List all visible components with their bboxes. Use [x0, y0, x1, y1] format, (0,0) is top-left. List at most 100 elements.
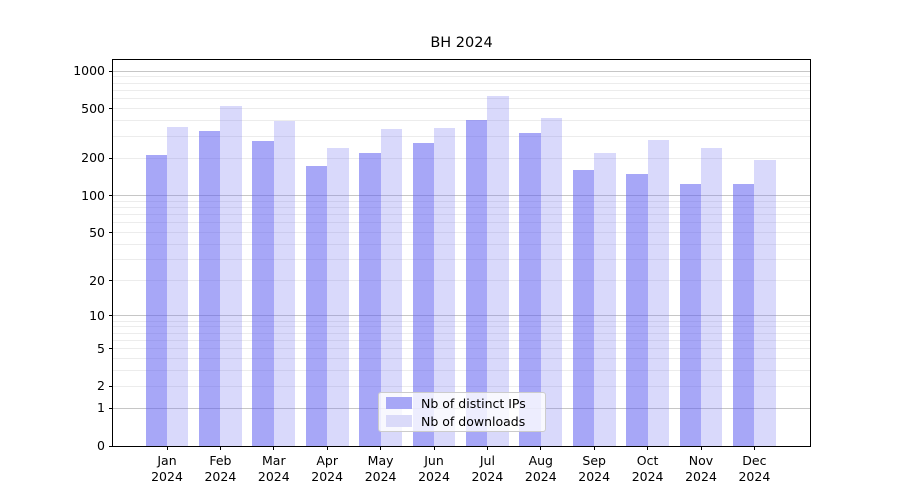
x-tick-label-line: Nov — [688, 453, 714, 468]
gridline-minor — [113, 90, 810, 92]
x-tick-label-dec-2024: Dec 2024 — [727, 453, 781, 484]
bar-ips-may-2024 — [359, 152, 381, 446]
bar-downloads-mar-2024 — [273, 120, 296, 446]
plot-area: 0 1 2 5 10 20 50 100 200 500 1000 Jan 2024 Feb 2024 Mar… — [73, 59, 811, 484]
bar-ips-mar-2024 — [252, 140, 274, 446]
x-tick-mark — [486, 446, 488, 450]
legend: Nb of distinct IPs Nb of downloads — [378, 392, 546, 432]
y-tick-label-500: 500 — [81, 100, 105, 116]
x-tick-label-jul-2024: Jul 2024 — [460, 453, 514, 484]
x-tick-label-line: 2024 — [204, 468, 237, 484]
x-tick-label-may-2024: May 2024 — [354, 453, 408, 484]
bar-ips-jun-2024 — [412, 142, 434, 446]
gridline-minor — [113, 348, 810, 350]
gridline-minor — [113, 120, 810, 122]
x-tick-label-feb-2024: Feb 2024 — [193, 453, 247, 484]
x-tick-mark — [219, 446, 221, 450]
plot-border — [112, 59, 811, 447]
x-tick-mark — [753, 446, 755, 450]
legend-label-downloads: Nb of downloads — [421, 413, 526, 429]
gridline-minor — [113, 207, 810, 209]
gridline-minor — [113, 370, 810, 372]
x-tick-mark — [540, 446, 542, 450]
x-tick-label-line: 2024 — [257, 468, 290, 484]
x-tick-label-line: 2024 — [418, 468, 450, 484]
gridline-minor — [113, 320, 810, 322]
bar-ips-jan-2024 — [145, 154, 167, 446]
y-tick-mark — [109, 385, 113, 387]
x-tick-mark — [273, 446, 275, 450]
y-tick-mark — [109, 407, 113, 409]
bar-downloads-dec-2024 — [754, 159, 776, 446]
legend-swatch-ips — [386, 397, 412, 409]
bar-downloads-jan-2024 — [167, 126, 189, 446]
x-tick-label-line: 2024 — [631, 468, 664, 484]
gridline-minor — [113, 76, 810, 78]
x-tick-label-nov-2024: Nov 2024 — [674, 453, 728, 484]
bar-downloads-sep-2024 — [594, 152, 616, 446]
gridline-minor — [113, 157, 810, 159]
legend-label-ips: Nb of distinct IPs — [421, 395, 526, 411]
x-tick-label-line: Aug — [528, 453, 553, 468]
bar-downloads-jun-2024 — [434, 127, 456, 446]
x-tick-label-line: Dec — [742, 453, 767, 468]
x-tick-label-line: Jan — [157, 453, 177, 468]
gridline-major — [113, 195, 810, 197]
y-tick-label-1: 1 — [97, 400, 105, 416]
bar-downloads-may-2024 — [380, 129, 402, 446]
y-tick-label-2: 2 — [97, 378, 105, 394]
x-tick-label-line: 2024 — [578, 468, 611, 484]
legend-swatch-downloads — [386, 415, 412, 427]
gridline-minor — [113, 82, 810, 84]
gridline-minor — [113, 200, 810, 202]
bar-ips-apr-2024 — [305, 166, 328, 446]
y-tick-mark — [109, 232, 113, 234]
x-tick-label-line: Feb — [209, 453, 232, 468]
y-tick-mark — [109, 70, 113, 72]
x-tick-label-line: 2024 — [524, 468, 557, 484]
x-tick-label-jun-2024: Jun 2024 — [407, 453, 461, 484]
x-tick-mark — [700, 446, 702, 450]
x-tick-label-line: 2024 — [738, 468, 771, 484]
y-tick-mark — [109, 195, 113, 197]
gridline-minor — [113, 108, 810, 110]
x-tick-mark — [647, 446, 649, 450]
x-tick-label-mar-2024: Mar 2024 — [247, 453, 301, 484]
gridline-major — [113, 315, 810, 317]
chart-title: BH 2024 — [430, 35, 493, 51]
gridline-minor — [113, 332, 810, 334]
gridline-minor — [113, 222, 810, 224]
gridline-major — [113, 70, 810, 72]
y-tick-label-1000: 1000 — [73, 63, 105, 79]
legend-row-downloads: Nb of downloads — [386, 415, 545, 428]
y-tick-mark — [109, 348, 113, 350]
gridline-minor — [113, 244, 810, 246]
y-tick-label-100: 100 — [81, 187, 105, 203]
bar-downloads-feb-2024 — [220, 105, 242, 446]
x-tick-mark — [380, 446, 382, 450]
y-tick-mark — [109, 445, 113, 447]
bar-ips-aug-2024 — [519, 133, 541, 446]
x-tick-label-line: 2024 — [471, 468, 504, 484]
bar-ips-nov-2024 — [679, 184, 701, 446]
x-tick-label-line: Mar — [262, 453, 286, 468]
bar-ips-oct-2024 — [626, 174, 648, 446]
y-tick-label-200: 200 — [81, 150, 105, 166]
x-tick-mark — [166, 446, 168, 450]
x-tick-label-line: 2024 — [685, 468, 717, 484]
x-tick-label-sep-2024: Sep 2024 — [567, 453, 621, 484]
y-tick-mark — [109, 157, 113, 159]
legend-row-ips: Nb of distinct IPs — [386, 397, 545, 410]
y-tick-label-0: 0 — [97, 438, 105, 453]
y-tick-label-5: 5 — [97, 340, 105, 356]
bar-downloads-jul-2024 — [487, 96, 509, 446]
gridline-minor — [113, 326, 810, 328]
bar-downloads-nov-2024 — [701, 148, 723, 446]
gridline-minor — [113, 135, 810, 137]
bar-ips-jul-2024 — [466, 120, 488, 446]
gridline-minor — [113, 385, 810, 387]
x-tick-label-line: Sep — [582, 453, 606, 468]
x-tick-label-line: 2024 — [151, 468, 183, 484]
x-tick-label-line: Jul — [479, 453, 495, 468]
